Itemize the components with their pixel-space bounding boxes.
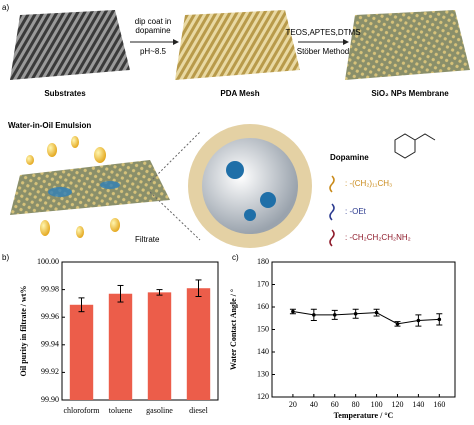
x-tick-label: 60 — [331, 400, 339, 409]
y-tick-label: 99.96 — [41, 312, 59, 321]
x-tick-label: 40 — [310, 400, 318, 409]
water-drop — [260, 192, 276, 208]
water-drop — [48, 187, 72, 197]
droplet — [47, 143, 57, 157]
y-tick-label: 99.98 — [41, 284, 59, 293]
droplet — [76, 226, 84, 238]
plot-frame — [271, 261, 456, 398]
panel-label: c) — [232, 253, 239, 262]
mesh-label: PDA Mesh — [220, 89, 259, 98]
bar — [108, 293, 133, 400]
y-axis-label: Oil purity in filtrate / wt% — [19, 286, 28, 377]
x-axis-label: Temperature / °C — [334, 411, 394, 420]
y-tick-label: 99.90 — [41, 395, 59, 404]
droplet — [110, 218, 120, 232]
point — [374, 310, 379, 315]
droplet — [26, 155, 34, 165]
step-text: pH~8.5 — [140, 47, 167, 56]
step-text: dip coat in — [135, 17, 171, 26]
x-tick-label: 80 — [352, 400, 360, 409]
x-tick-label: diesel — [189, 406, 208, 415]
bar — [186, 288, 211, 400]
x-tick-label: toluene — [109, 406, 133, 415]
point — [353, 311, 358, 316]
x-tick-label: 160 — [433, 400, 445, 409]
dopamine-structure — [394, 133, 436, 159]
water-drop — [100, 181, 120, 189]
x-tick-label: 120 — [391, 400, 403, 409]
y-tick-label: 150 — [257, 324, 269, 333]
droplet — [71, 136, 79, 148]
sio2-mesh — [345, 10, 470, 80]
point — [332, 313, 337, 317]
filtrate-label: Filtrate — [135, 235, 160, 244]
y-axis-label: Water Contact Angle / ° — [229, 289, 238, 370]
pda-mesh — [175, 10, 300, 80]
legend-text: : -OEt — [345, 207, 367, 216]
y-tick-label: 99.94 — [41, 340, 59, 349]
particle — [202, 138, 298, 234]
emulsion-label: Water-in-Oil Emulsion — [8, 121, 91, 130]
point — [395, 322, 400, 326]
x-tick-label: 20 — [289, 400, 297, 409]
step-text: Stöber Method — [297, 47, 349, 56]
legend-chain — [329, 229, 335, 247]
mesh-label: SiO₂ NPs Membrane — [371, 89, 449, 98]
bar — [69, 304, 94, 400]
legend-chain — [329, 175, 335, 193]
y-tick-label: 170 — [257, 279, 269, 288]
x-tick-label: 100 — [371, 400, 383, 409]
legend-chain — [329, 203, 335, 221]
point — [312, 313, 316, 317]
zoom-line — [149, 191, 201, 241]
plot-frame — [61, 261, 219, 401]
bar — [147, 292, 172, 400]
line — [292, 311, 440, 325]
water-drop — [226, 161, 244, 179]
y-tick-label: 160 — [257, 302, 269, 311]
panel-label: a) — [2, 3, 9, 12]
y-tick-label: 140 — [257, 347, 269, 356]
water-drop — [244, 209, 256, 221]
substrate-mesh — [10, 10, 130, 80]
step-text: dopamine — [135, 26, 171, 35]
mesh-label: Substrates — [44, 89, 86, 98]
membrane — [10, 160, 170, 215]
legend-text: : -CH₂CH₂CH₂NH₂ — [345, 233, 411, 242]
x-tick-label: chloroform — [64, 406, 101, 415]
step-text: TEOS,APTES,DTMS — [285, 28, 360, 37]
point — [416, 318, 421, 323]
x-tick-label: gasoline — [146, 406, 173, 415]
y-tick-label: 180 — [257, 257, 269, 266]
point — [437, 317, 442, 322]
legend-text: : -(CH₂)₁₁CH₃ — [345, 179, 392, 188]
point — [291, 309, 295, 314]
y-tick-label: 130 — [257, 369, 269, 378]
dopamine-label: Dopamine — [330, 153, 369, 162]
droplet — [94, 147, 106, 163]
panel-label: b) — [2, 253, 9, 262]
y-tick-label: 99.92 — [41, 367, 59, 376]
y-tick-label: 120 — [257, 392, 269, 401]
x-tick-label: 140 — [412, 400, 424, 409]
y-tick-label: 100.00 — [37, 257, 59, 266]
droplet — [40, 220, 50, 236]
